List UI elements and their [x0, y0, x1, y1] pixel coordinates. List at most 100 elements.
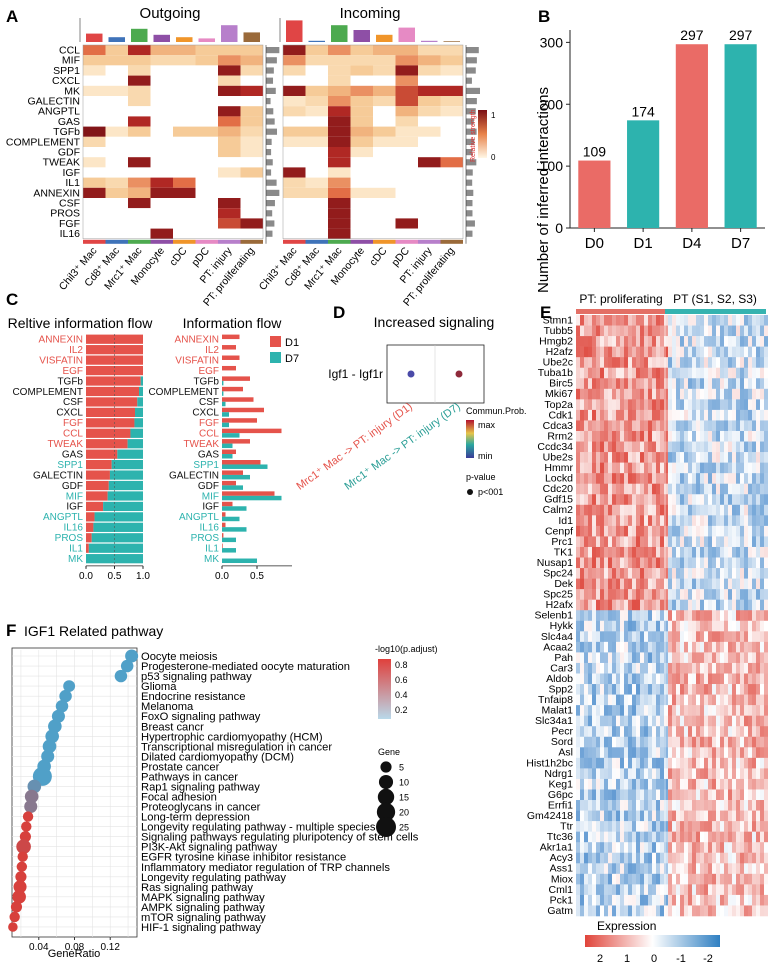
e-heat-cell [588, 747, 592, 759]
e-heat-cell [688, 525, 692, 537]
e-heat-cell [664, 536, 668, 548]
side-bar [466, 189, 474, 196]
heatmap-cell [283, 167, 306, 178]
e-heat-cell [740, 599, 744, 611]
e-heat-cell [596, 462, 600, 474]
e-heat-cell [680, 789, 684, 801]
e-heat-cell [672, 662, 676, 674]
e-heat-cell [700, 388, 704, 400]
e-heat-cell [732, 610, 736, 622]
e-heat-cell [740, 852, 744, 864]
e-heat-cell [744, 694, 748, 706]
e-heat-cell [628, 578, 632, 590]
e-heat-cell [712, 810, 716, 822]
e-heat-cell [744, 810, 748, 822]
e-heat-cell [600, 536, 604, 548]
e-heat-cell [648, 546, 652, 558]
c-left-tick-label: 0.0 [79, 571, 93, 582]
e-heat-cell [664, 546, 668, 558]
e-heat-cell [644, 694, 648, 706]
heatmap-cell [283, 55, 306, 66]
e-heat-cell [688, 494, 692, 506]
e-heat-cell [684, 884, 688, 896]
e-heat-cell [604, 652, 608, 664]
heatmap-cell [373, 147, 396, 158]
e-heat-cell [720, 673, 724, 685]
f-dot [63, 680, 76, 693]
e-heat-cell [716, 768, 720, 780]
e-heat-cell [712, 631, 716, 643]
e-heat-cell [612, 494, 616, 506]
e-heat-cell [740, 694, 744, 706]
e-heat-cell [728, 705, 732, 716]
e-heat-cell [716, 525, 720, 537]
e-heat-cell [760, 620, 764, 632]
e-heat-cell [720, 420, 724, 432]
e-heat-cell [724, 589, 728, 600]
e-heat-cell [708, 367, 712, 379]
e-heat-cell [700, 684, 704, 695]
e-heat-cell [584, 747, 588, 759]
e-heat-cell [596, 325, 600, 337]
e-heat-cell [592, 367, 596, 379]
e-heat-cell [628, 673, 632, 685]
e-heat-cell [720, 894, 724, 906]
e-heat-cell [732, 694, 736, 706]
e-heat-cell [732, 378, 736, 390]
e-heat-cell [588, 715, 592, 727]
e-heat-cell [748, 610, 752, 622]
e-heat-cell [620, 863, 624, 875]
e-group-bar-2 [665, 309, 766, 314]
e-heat-cell [648, 768, 652, 780]
e-heat-cell [728, 905, 732, 917]
e-heat-cell [668, 430, 672, 442]
heatmap-cell [83, 116, 106, 127]
e-heat-cell [640, 852, 644, 864]
e-heat-cell [616, 620, 620, 632]
heatmap-cell [328, 65, 351, 76]
e-heat-cell [736, 388, 740, 400]
e-heat-cell [652, 821, 656, 832]
e-heat-cell [708, 757, 712, 769]
e-heat-cell [600, 336, 604, 347]
e-heat-cell [588, 662, 592, 674]
e-heat-cell [648, 821, 652, 832]
heatmap-cell [150, 228, 173, 239]
e-heat-cell [588, 620, 592, 632]
e-heat-cell [664, 568, 668, 579]
e-heat-cell [732, 315, 736, 326]
heatmap-cell [195, 228, 218, 239]
e-heat-cell [728, 747, 732, 759]
e-heat-cell [752, 778, 756, 790]
e-heat-cell [680, 346, 684, 358]
e-heat-cell [664, 831, 668, 843]
e-heat-cell [740, 778, 744, 790]
e-heat-cell [632, 473, 636, 485]
e-heat-cell [724, 546, 728, 558]
d-frame [386, 344, 485, 404]
pathway-label: FGF [59, 218, 80, 230]
e-heat-cell [664, 610, 668, 622]
c-flow-bar-d7 [222, 422, 229, 428]
e-heat-cell [724, 515, 728, 527]
e-heat-cell [588, 694, 592, 706]
e-heat-cell [704, 420, 708, 432]
e-heat-cell [628, 715, 632, 727]
e-heat-cell [624, 462, 628, 474]
e-heat-cell [676, 589, 680, 600]
e-heat-cell [744, 905, 748, 917]
e-heat-cell [752, 367, 756, 379]
e-heat-cell [756, 546, 760, 558]
f-term-label: Proteoglycans in cancer [141, 802, 261, 814]
e-heat-cell [644, 884, 648, 896]
e-heat-cell [684, 800, 688, 811]
e-heat-cell [620, 694, 624, 706]
e-heat-cell [640, 884, 644, 896]
e-heat-cell [724, 778, 728, 790]
e-heat-cell [752, 810, 756, 822]
e-heat-cell [616, 662, 620, 674]
e-heat-cell [712, 852, 716, 864]
e-heat-cell [688, 778, 692, 790]
e-heat-cell [660, 325, 664, 337]
c-relative-bar-d1 [86, 407, 136, 417]
